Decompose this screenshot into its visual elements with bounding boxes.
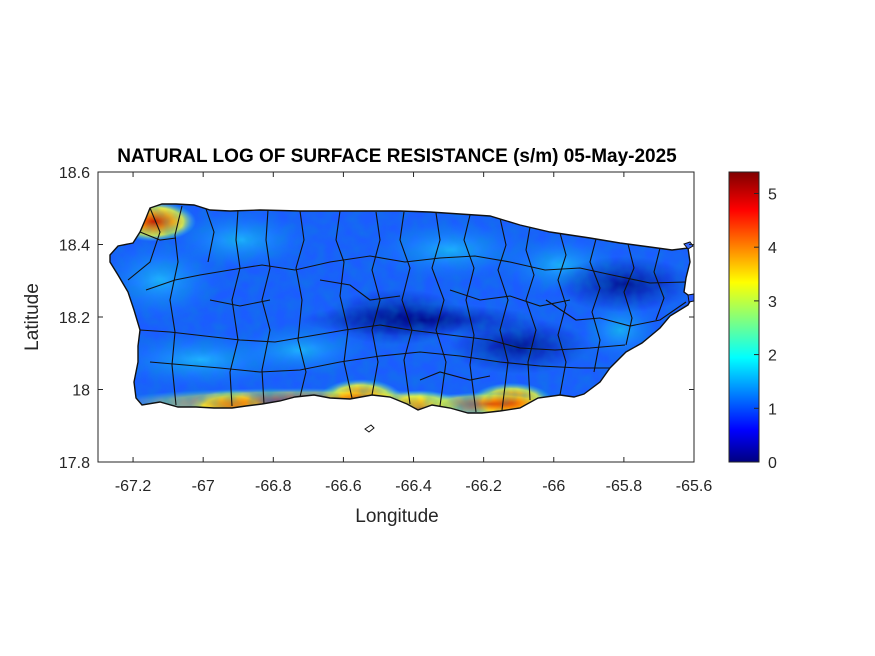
municipality-boundary	[139, 324, 626, 351]
municipality-boundary	[545, 299, 687, 327]
colorbar: 0 1 2 3 4 5	[728, 171, 777, 472]
municipality-boundary	[139, 231, 177, 241]
municipality-boundary	[319, 279, 401, 301]
palomino-island	[687, 293, 695, 303]
municipality-boundary	[623, 243, 635, 346]
x-axis-label: Longitude	[355, 506, 438, 527]
municipality-boundary	[169, 205, 183, 406]
municipality-boundaries	[127, 205, 687, 413]
caja-de-muertos-island	[364, 424, 375, 433]
y-tick-label: 18	[72, 383, 90, 400]
municipality-boundary	[449, 289, 571, 307]
municipality-boundary	[463, 214, 477, 413]
colorbar-tick-label: 0	[768, 455, 777, 472]
municipality-boundary	[127, 207, 161, 281]
y-tick-label: 18.4	[59, 238, 90, 255]
y-axis: 17.8 18 18.2 18.4 18.6	[59, 165, 694, 472]
x-axis: -67.2 -67 -66.8 -66.6 -66.4 -66.2 -66 -65.8 -65.…	[115, 172, 713, 495]
municipality-boundary	[497, 217, 509, 411]
municipality-boundary	[525, 226, 537, 401]
municipality-boundary	[399, 211, 413, 405]
colorbar-tick-label: 4	[768, 240, 777, 257]
municipality-boundary	[419, 371, 491, 381]
colorbar-tick-label: 2	[768, 348, 777, 365]
x-tick-label: -66.4	[395, 478, 432, 495]
municipality-boundary	[295, 210, 307, 398]
colorbar-tick-label: 5	[768, 186, 777, 203]
municipality-boundary	[261, 209, 271, 405]
x-tick-label: -66.2	[465, 478, 502, 495]
x-tick-label: -66.8	[255, 478, 292, 495]
colorbar-gradient	[728, 171, 760, 463]
offshore-islands	[364, 241, 695, 433]
heatmap-island	[109, 203, 693, 414]
y-tick-label: 17.8	[59, 455, 90, 472]
x-tick-label: -65.8	[606, 478, 643, 495]
x-tick-label: -67	[192, 478, 215, 495]
x-tick-label: -66.6	[325, 478, 362, 495]
y-axis-label: Latitude	[22, 283, 43, 351]
chart-title: NATURAL LOG OF SURFACE RESISTANCE (s/m) …	[117, 146, 677, 167]
y-tick-label: 18.6	[59, 165, 90, 182]
municipality-boundary	[335, 210, 353, 399]
municipality-boundary	[371, 211, 381, 396]
coastline	[109, 203, 693, 414]
x-tick-label: -66	[542, 478, 565, 495]
x-tick-label: -67.2	[115, 478, 152, 495]
municipality-boundary	[557, 232, 567, 396]
culebrita-island	[683, 241, 694, 250]
colorbar-tick-label: 3	[768, 294, 777, 311]
y-tick-label: 18.2	[59, 310, 90, 327]
municipality-boundary	[589, 238, 601, 373]
colorbar-tick-label: 1	[768, 401, 777, 418]
x-tick-label: -65.6	[676, 478, 713, 495]
municipality-boundary	[229, 209, 241, 407]
municipality-boundary	[431, 212, 447, 407]
municipality-boundary	[145, 255, 687, 291]
municipality-boundary	[204, 205, 215, 263]
municipality-boundary	[653, 247, 665, 321]
municipality-boundary	[209, 299, 271, 307]
municipality-boundary	[149, 351, 610, 373]
